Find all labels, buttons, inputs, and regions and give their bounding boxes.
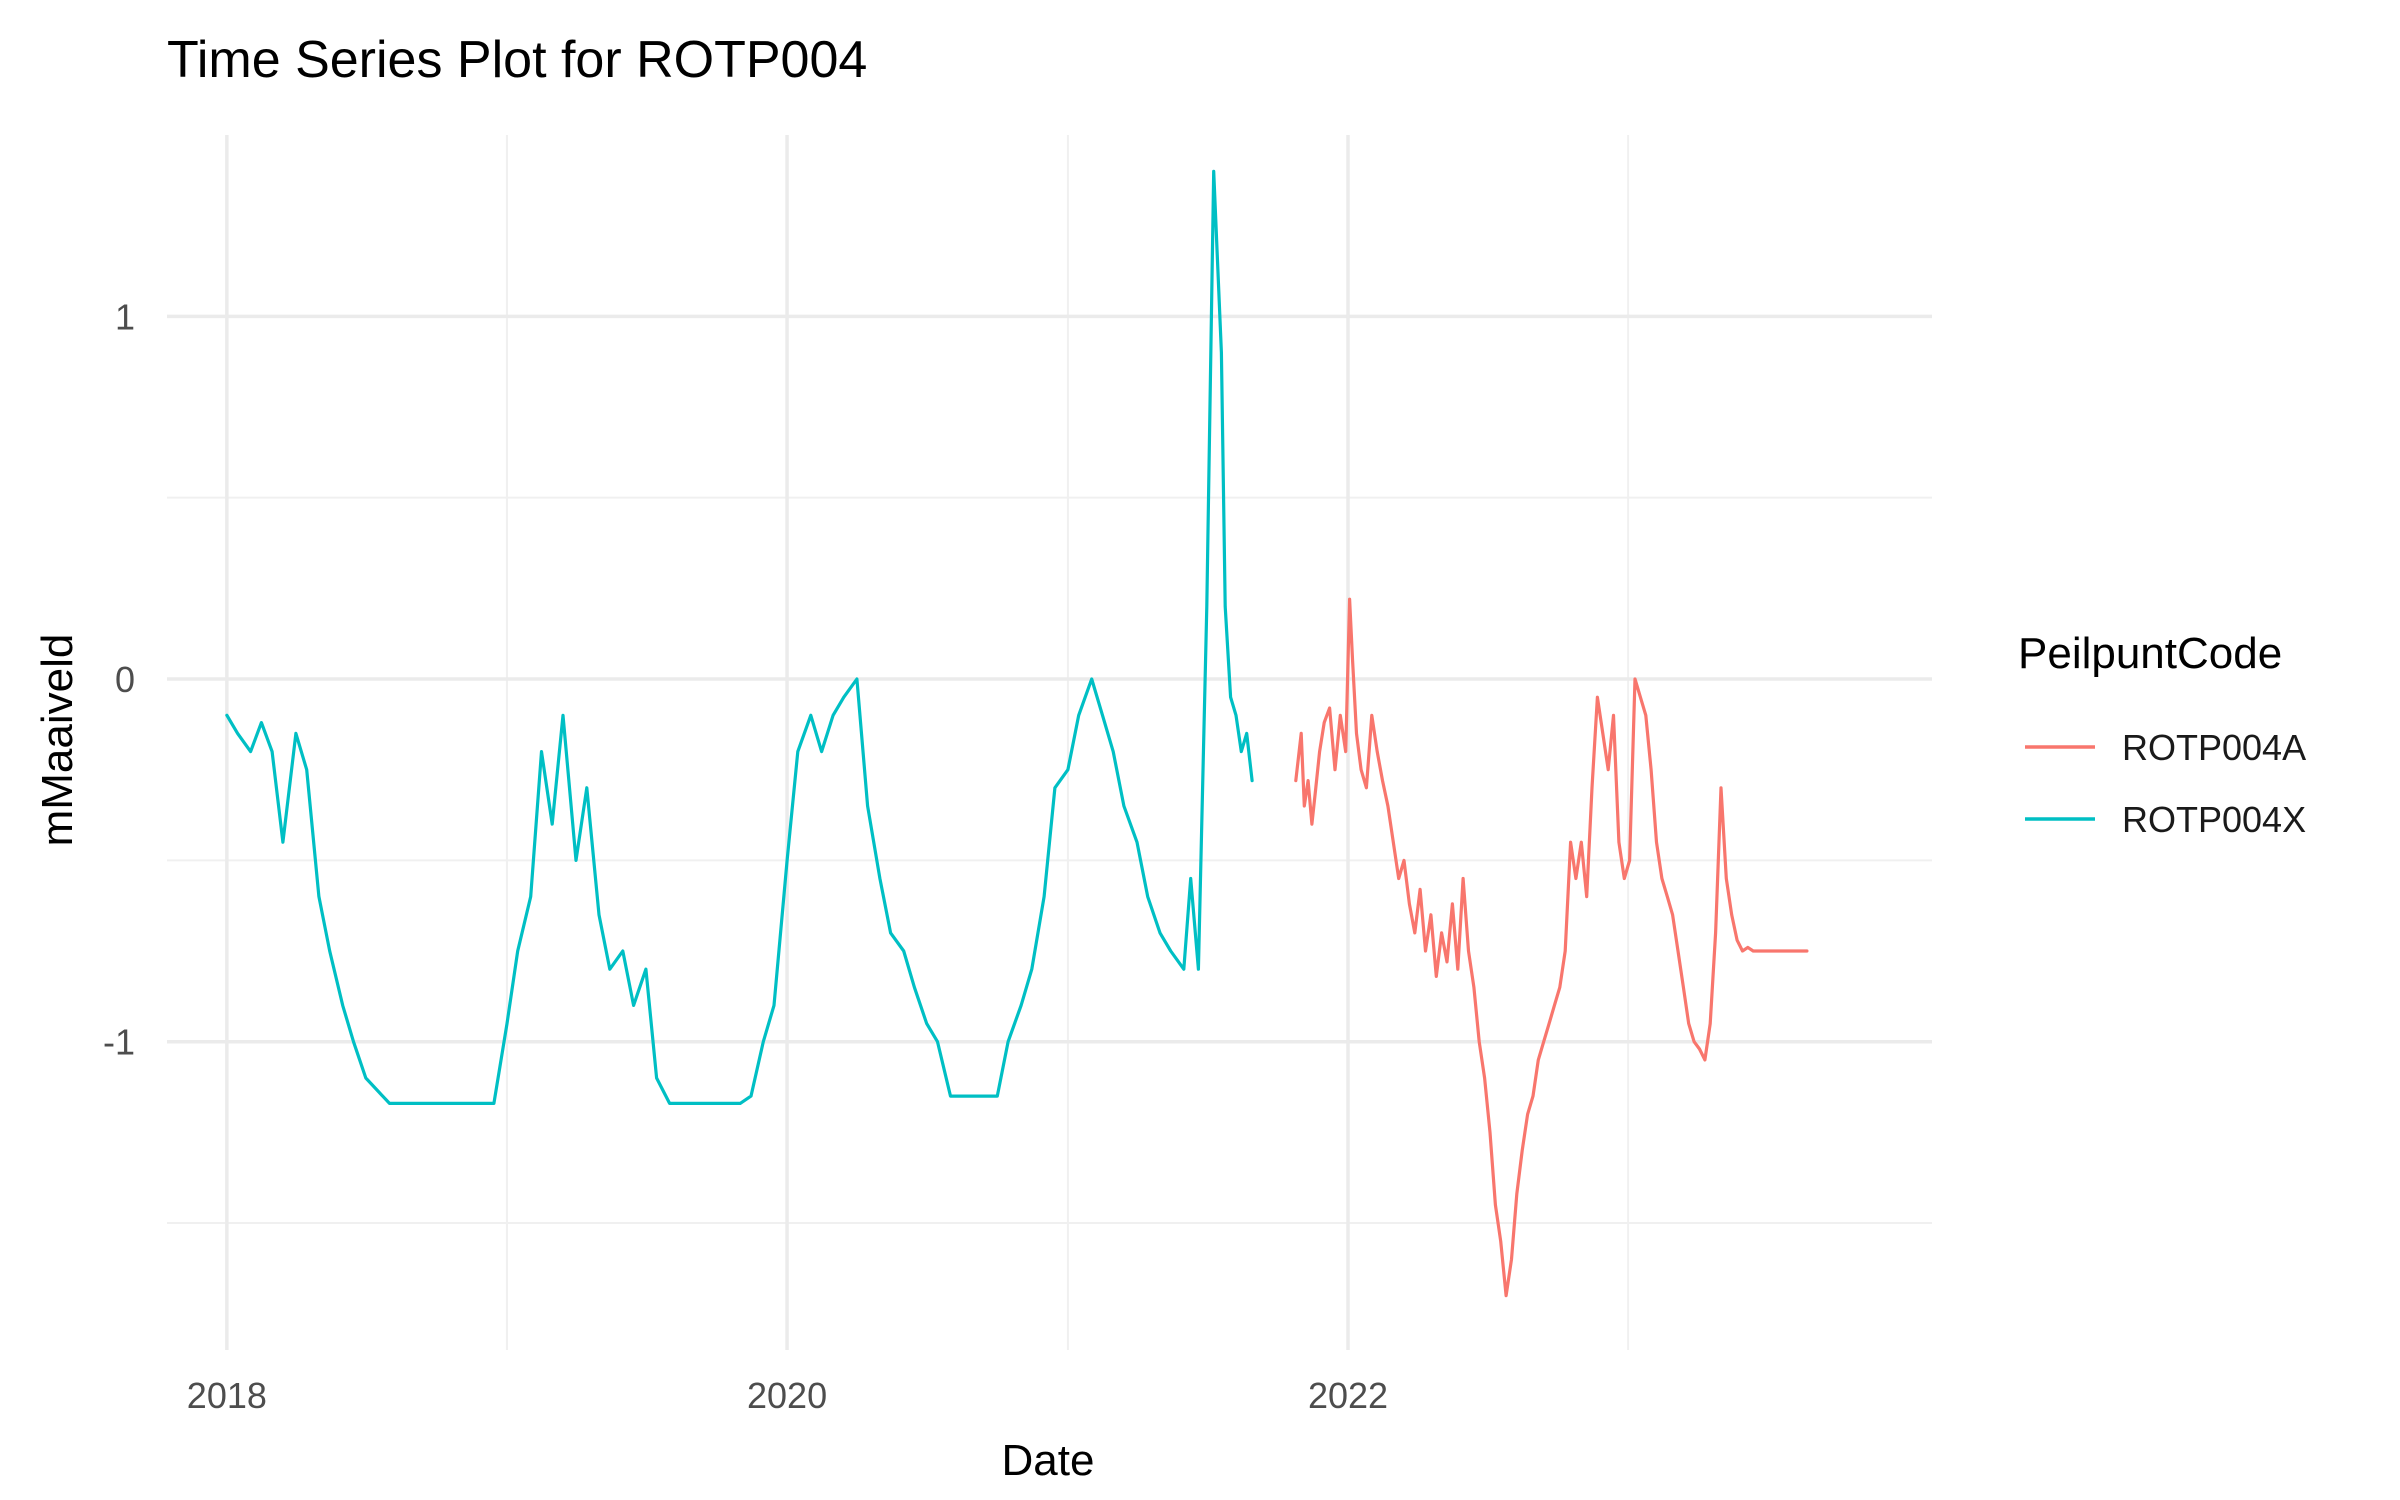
chart-title: Time Series Plot for ROTP004 bbox=[167, 31, 867, 89]
x-axis-title: Date bbox=[1002, 1436, 1095, 1485]
x-tick-label: 2022 bbox=[1308, 1375, 1388, 1416]
y-tick-label: 0 bbox=[115, 659, 135, 700]
y-axis-title: mMaaiveld bbox=[33, 634, 82, 847]
y-tick-label: 1 bbox=[115, 296, 135, 337]
x-tick-label: 2018 bbox=[187, 1375, 267, 1416]
legend-label-ROTP004A: ROTP004A bbox=[2122, 727, 2306, 768]
minor-gridlines bbox=[167, 135, 1932, 1350]
legend-title: PeilpuntCode bbox=[2018, 629, 2282, 678]
legend-label-ROTP004X: ROTP004X bbox=[2122, 799, 2306, 840]
major-gridlines bbox=[167, 135, 1932, 1350]
x-axis-ticks: 2018 2020 2022 bbox=[187, 1375, 1388, 1416]
series-line-ROTP004X bbox=[225, 169, 1254, 1105]
y-axis-ticks: -1 0 1 bbox=[103, 296, 135, 1062]
x-tick-label: 2020 bbox=[747, 1375, 827, 1416]
legend-items: ROTP004A ROTP004X bbox=[2025, 727, 2306, 840]
y-tick-label: -1 bbox=[103, 1022, 135, 1063]
series-line-ROTP004A bbox=[1294, 597, 1809, 1298]
legend: PeilpuntCode ROTP004A ROTP004X bbox=[2018, 629, 2306, 840]
plot-series bbox=[225, 169, 1809, 1298]
